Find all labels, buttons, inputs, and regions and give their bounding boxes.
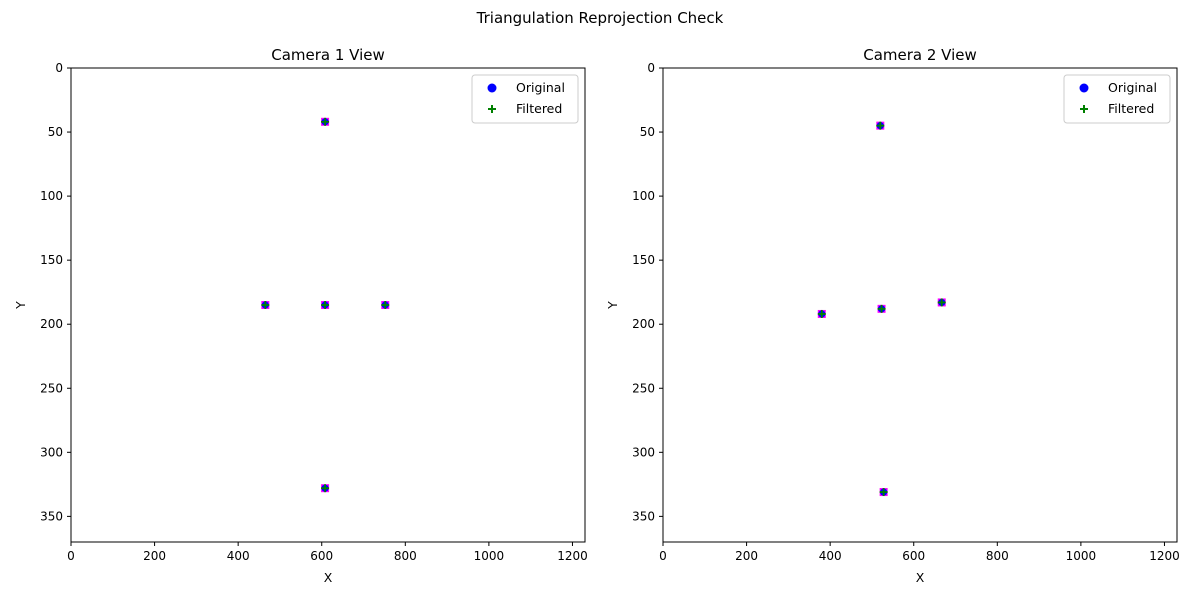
legend-original-label: Original [516,80,565,95]
filtered-point [877,304,886,313]
x-tick-label: 200 [143,549,166,563]
filtered-point [321,301,330,309]
legend-filtered-label: Filtered [1108,101,1154,116]
y-tick-label: 300 [40,445,63,459]
y-tick-label: 150 [632,253,655,267]
x-tick-label: 200 [735,549,758,563]
legend: Original Filtered [1063,74,1171,124]
y-tick-label: 350 [40,509,63,523]
y-tick-label: 350 [632,509,655,523]
figure-suptitle: Triangulation Reprojection Check [476,9,724,27]
y-tick-label: 0 [647,61,655,75]
legend-original-marker [1079,83,1089,93]
camera-2-panel: Camera 2 View 0 200 400 600 800 1000 1200 0 50 100… [605,46,1180,585]
legend-box [1063,74,1171,124]
x-tick-label: 1200 [1149,549,1180,563]
y-tick-label: 100 [40,189,63,203]
filtered-point [321,117,330,126]
y-tick-label: 150 [40,253,63,267]
y-tick-label: 200 [40,317,63,331]
y-axis-label: Y [13,301,28,310]
x-axis-label: X [916,570,925,585]
y-tick-label: 50 [48,125,63,139]
axes-frame [70,67,586,543]
axes-frame [662,67,1178,543]
legend: Original Filtered [471,74,579,124]
y-tick-label: 250 [40,381,63,395]
legend-original-marker [487,83,497,93]
y-tick-label: 0 [55,61,63,75]
legend-original-label: Original [1108,80,1157,95]
x-tick-label: 600 [902,549,925,563]
x-tick-label: 400 [819,549,842,563]
x-tick-label: 1000 [1066,549,1097,563]
filtered-point [876,121,885,130]
x-tick-label: 400 [227,549,250,563]
x-tick-label: 1000 [474,549,505,563]
y-tick-label: 250 [632,381,655,395]
filtered-point [879,488,888,497]
y-tick-label: 50 [640,125,655,139]
x-axis-label: X [324,570,333,585]
filtered-point [817,309,826,318]
legend-filtered-label: Filtered [516,101,562,116]
x-tick-label: 1200 [557,549,588,563]
filtered-point [261,301,270,309]
panel-title: Camera 2 View [863,46,977,64]
y-tick-label: 100 [632,189,655,203]
legend-box [471,74,579,124]
x-tick-label: 0 [659,549,667,563]
x-tick-label: 0 [67,549,75,563]
x-tick-label: 800 [394,549,417,563]
x-tick-label: 600 [310,549,333,563]
filtered-point [937,298,946,307]
filtered-point [321,484,330,493]
x-tick-label: 800 [986,549,1009,563]
panel-title: Camera 1 View [271,46,385,64]
camera-1-panel: Camera 1 View 0 200 400 600 800 1000 1200 0 50 100… [13,46,588,585]
y-axis-label: Y [605,301,620,310]
filtered-point [381,301,390,309]
y-tick-label: 300 [632,445,655,459]
y-tick-label: 200 [632,317,655,331]
